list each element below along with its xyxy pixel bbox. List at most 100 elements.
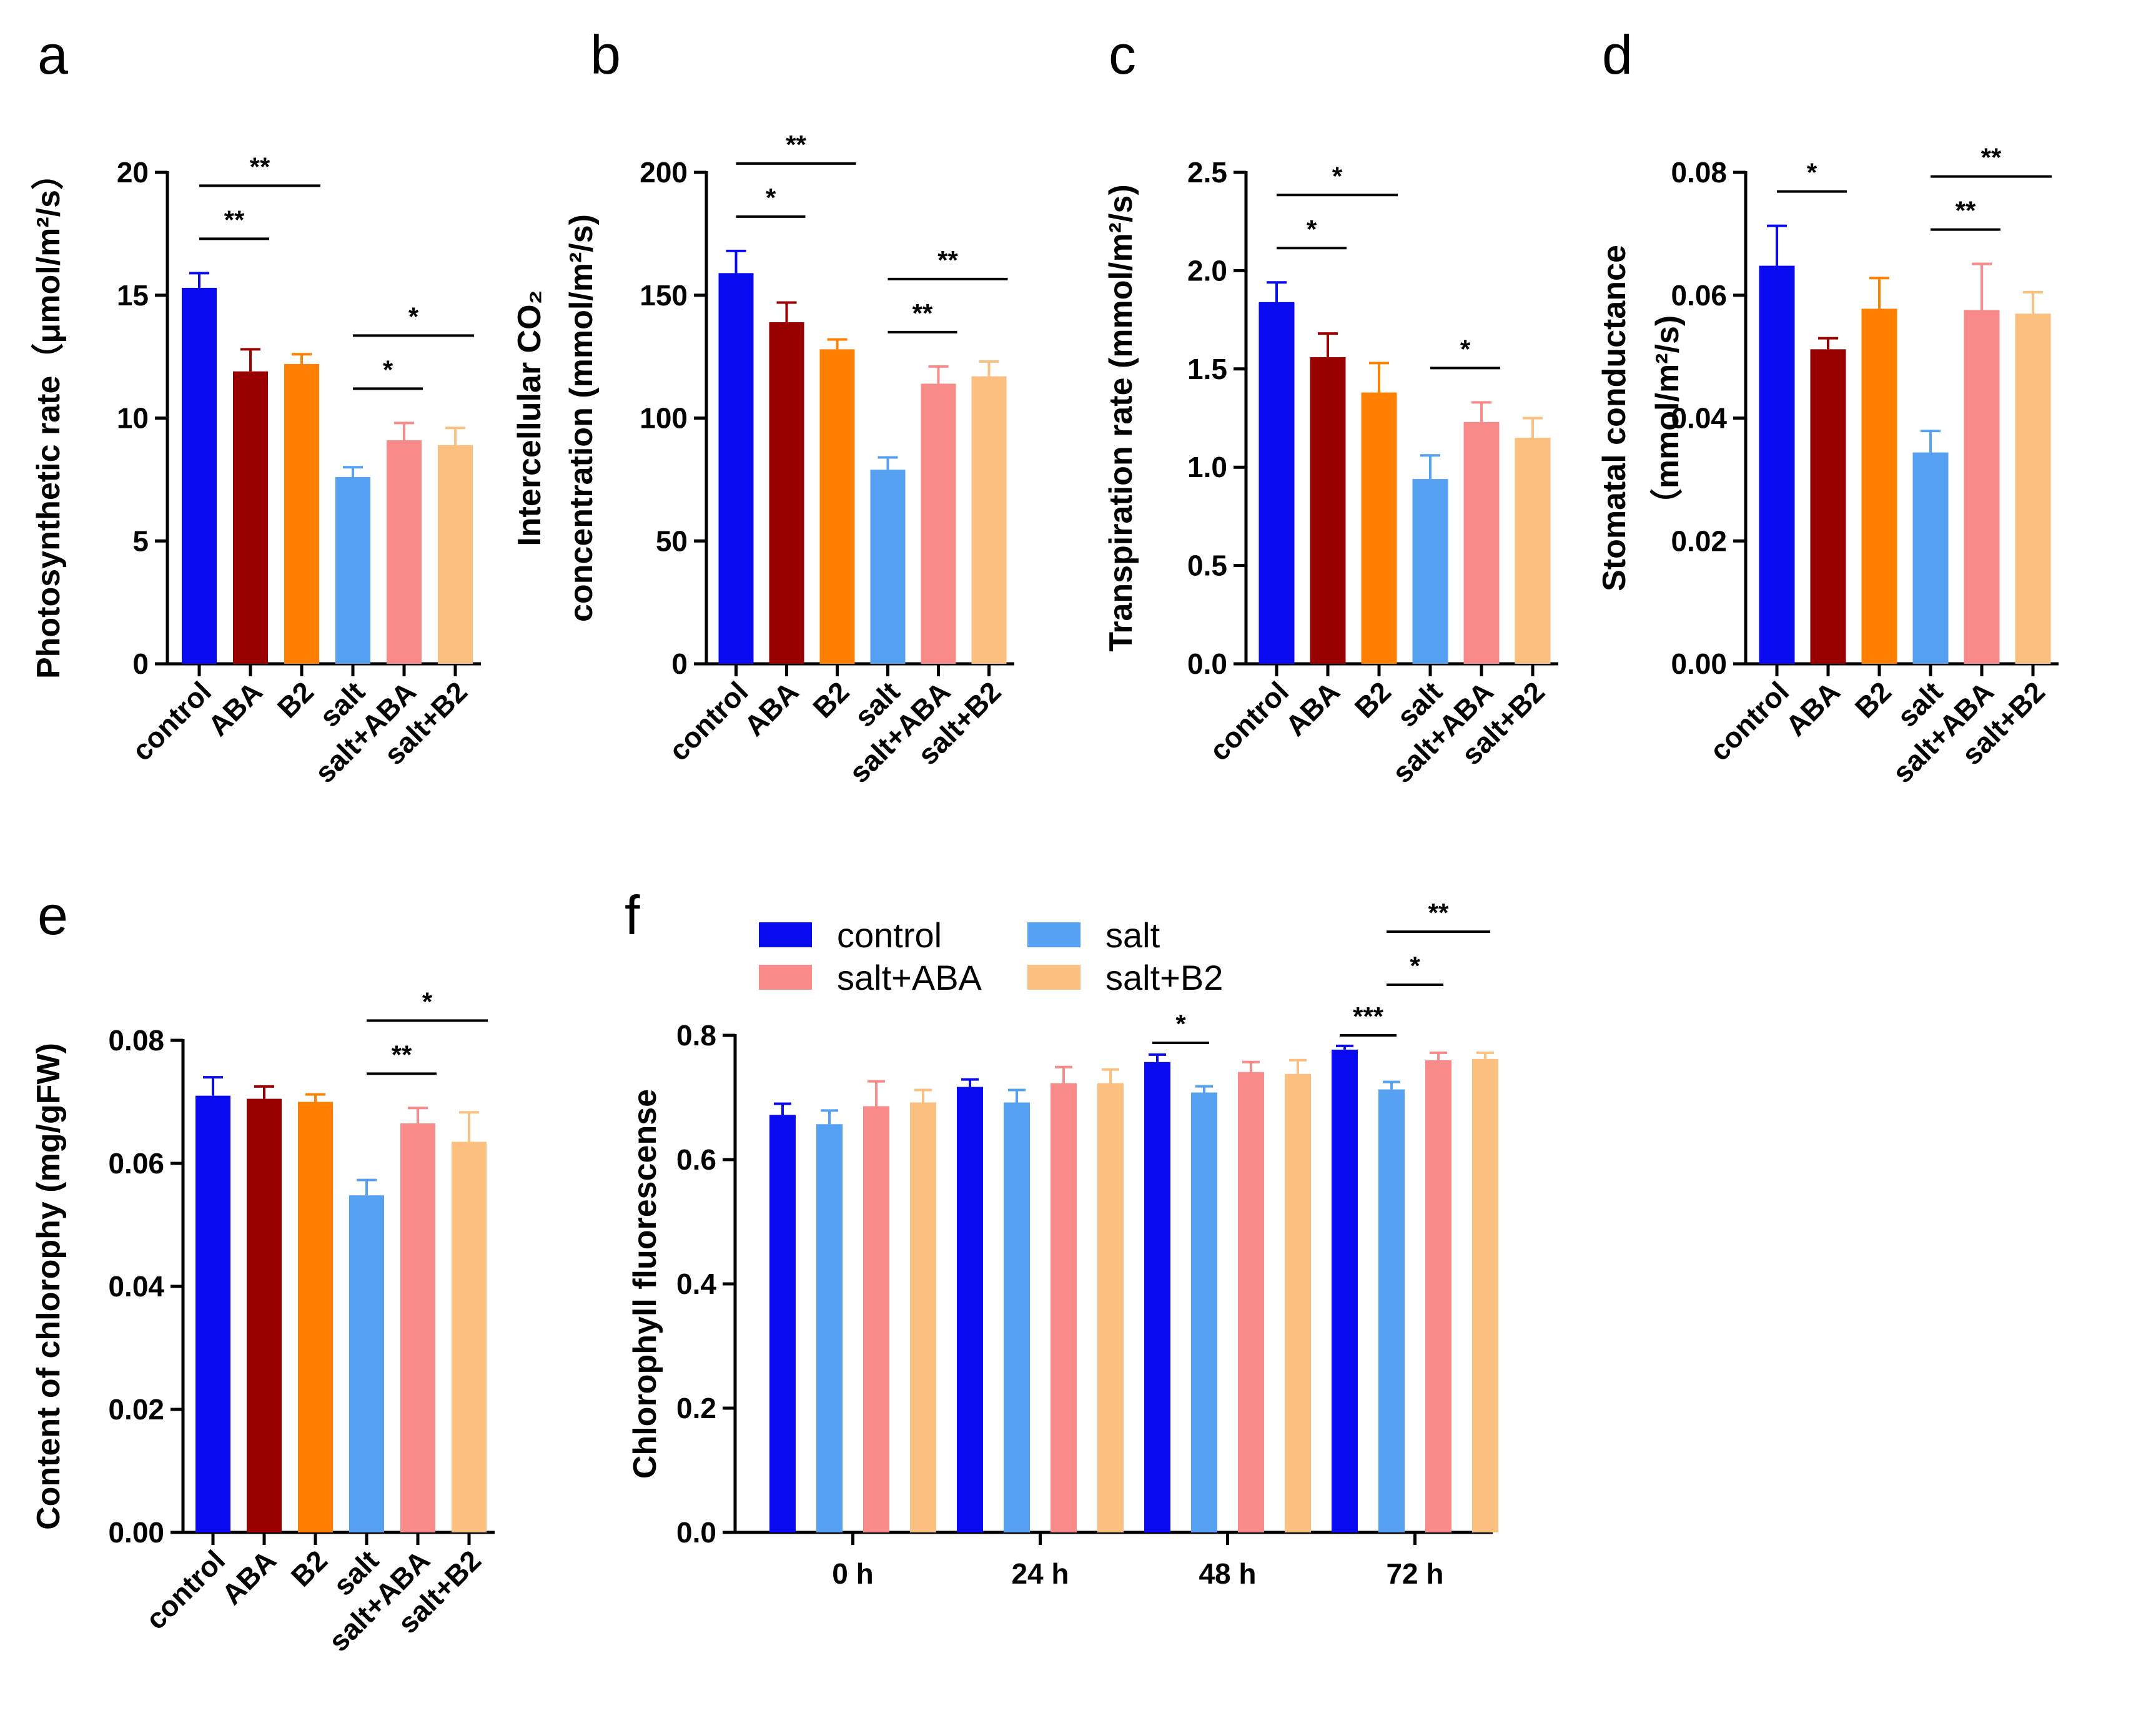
y-axis-title-line2: （mmol/m²/s)	[1649, 315, 1686, 521]
y-tick-label: 10	[117, 402, 149, 435]
bar-salt+ABA	[863, 1106, 889, 1532]
legend-label: control	[837, 915, 942, 955]
y-tick-label: 5	[132, 525, 149, 557]
bar-B2	[819, 349, 855, 664]
bar-B2	[284, 363, 319, 664]
y-tick-label: 2.0	[1187, 254, 1227, 287]
y-tick-label: 1.5	[1187, 353, 1227, 385]
significance-label: *	[1332, 161, 1343, 190]
significance-label: **	[1956, 196, 1976, 225]
bar-ABA	[247, 1098, 282, 1532]
y-tick-label: 0.5	[1187, 550, 1227, 582]
panel-letter: e	[37, 884, 68, 946]
bar-salt+B2	[1097, 1083, 1124, 1532]
y-axis-title-line1: Stomatal conductance	[1596, 245, 1633, 591]
y-tick-label: 0.08	[108, 1024, 164, 1057]
bar-salt+B2	[438, 445, 473, 664]
bar-salt+B2	[1285, 1073, 1311, 1532]
y-tick-label: 0.2	[676, 1392, 716, 1424]
significance-label: *	[1307, 214, 1317, 244]
y-tick-label: 0	[671, 648, 688, 680]
significance-label: *	[1410, 951, 1420, 980]
bar-control	[1258, 302, 1295, 664]
y-tick-label: 0.4	[676, 1268, 716, 1300]
significance-label: **	[937, 245, 958, 275]
bar-salt	[1004, 1102, 1030, 1532]
y-tick-label: 0.06	[1671, 279, 1727, 312]
bar-salt	[1191, 1092, 1217, 1532]
bar-control	[769, 1115, 796, 1532]
y-tick-label: 0.8	[676, 1019, 716, 1052]
panel-letter: d	[1602, 24, 1633, 86]
panel-letter: b	[590, 24, 621, 86]
legend-item-salt: salt	[1027, 915, 1160, 955]
bar-control	[1759, 265, 1795, 664]
significance-label: **	[392, 1040, 412, 1069]
significance-label: *	[422, 987, 433, 1016]
legend-swatch	[759, 922, 812, 947]
significance-label: **	[786, 130, 806, 159]
y-axis-title: Transpiration rate (mmol/m²/s)	[1103, 184, 1139, 651]
bar-salt+ABA	[387, 440, 422, 664]
panel-letter: a	[37, 24, 68, 86]
significance-label: ***	[1353, 1002, 1384, 1031]
bar-salt+B2	[452, 1142, 487, 1532]
y-tick-label: 2.5	[1187, 156, 1227, 189]
y-tick-label: 150	[640, 279, 688, 312]
bar-salt+B2	[2015, 313, 2051, 664]
y-tick-label: 0.0	[1187, 648, 1227, 680]
bar-salt	[1412, 479, 1448, 664]
bar-salt+B2	[971, 376, 1007, 664]
panel-letter: c	[1109, 24, 1136, 86]
y-tick-label: 0.00	[1671, 648, 1727, 680]
legend: control salt salt+ABA salt+B2	[759, 915, 1223, 997]
x-tick-label: ABA	[215, 1544, 282, 1610]
bar-control	[1144, 1062, 1170, 1532]
bar-B2	[1861, 308, 1897, 664]
x-tick-label: ABA	[1779, 675, 1846, 742]
y-tick-label: 0.6	[676, 1143, 716, 1176]
bar-salt	[816, 1124, 843, 1532]
x-tick-label: ABA	[202, 675, 269, 742]
y-tick-label: 0.06	[108, 1147, 164, 1180]
panel-letter: f	[625, 884, 640, 946]
y-tick-label: 0.0	[676, 1516, 716, 1549]
y-tick-label: 0.04	[1671, 402, 1727, 435]
y-tick-label: 0.04	[108, 1270, 164, 1303]
significance-label: *	[766, 183, 776, 212]
significance-label: *	[383, 355, 393, 384]
significance-label: **	[224, 205, 245, 234]
bar-salt+ABA	[1051, 1083, 1077, 1532]
bar-salt+ABA	[1964, 310, 2000, 664]
bar-ABA	[769, 322, 804, 664]
significance-label: *	[1460, 334, 1471, 363]
x-tick-label: 24 h	[1011, 1557, 1069, 1590]
y-axis-title: Content of chlorophy (mg/gFW)	[31, 1043, 67, 1530]
bar-salt+B2	[1472, 1058, 1498, 1532]
y-tick-label: 0.08	[1671, 156, 1727, 189]
bar-ABA	[233, 371, 268, 664]
panel-f: f0.00.20.40.60.80 h 24 h 48 h 72 h* ******Ch…	[625, 884, 1498, 1590]
significance-label: *	[408, 302, 419, 331]
x-tick-label: B2	[806, 675, 855, 724]
bar-B2	[1361, 392, 1397, 664]
bar-ABA	[1810, 349, 1846, 664]
y-tick-label: 20	[117, 156, 149, 189]
y-tick-label: 200	[640, 156, 688, 189]
bar-salt	[1912, 452, 1949, 664]
legend-label: salt	[1105, 915, 1160, 955]
x-tick-label: B2	[285, 1544, 334, 1592]
significance-label: *	[1807, 158, 1817, 187]
bar-control	[195, 1095, 230, 1532]
bar-salt	[1378, 1089, 1405, 1532]
legend-item-salt+B2: salt+B2	[1027, 958, 1223, 997]
x-tick-label: B2	[1849, 675, 1897, 724]
bar-salt+B2	[1515, 437, 1551, 664]
legend-item-control: control	[759, 915, 942, 955]
y-tick-label: 100	[640, 402, 688, 435]
x-tick-label: 0 h	[832, 1557, 873, 1590]
y-tick-label: 50	[656, 525, 688, 557]
y-tick-label: 0.02	[108, 1393, 164, 1426]
